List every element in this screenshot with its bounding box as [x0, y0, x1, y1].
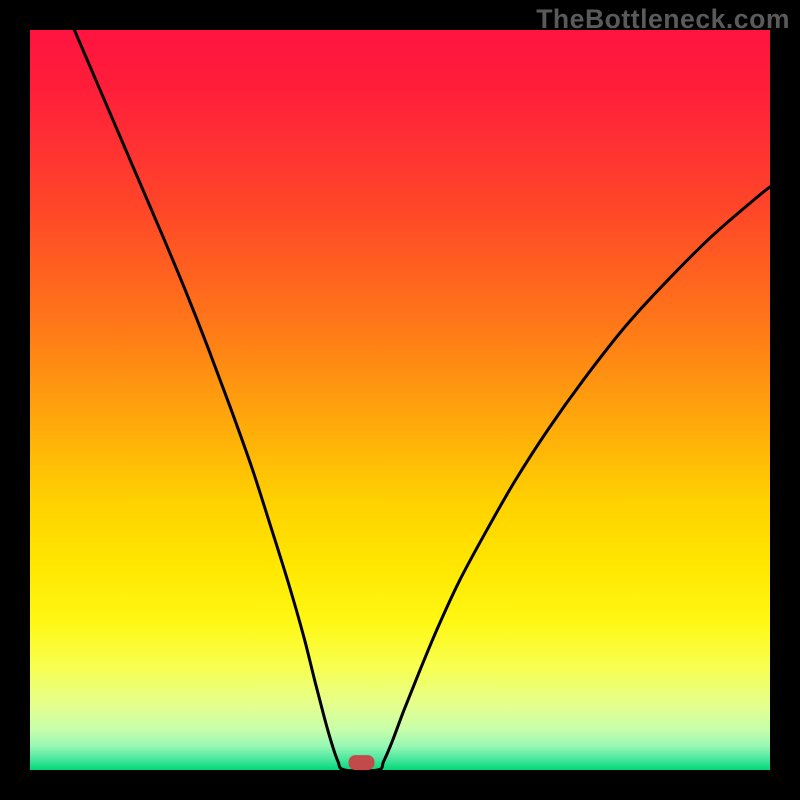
- gradient-background: [30, 30, 770, 770]
- chart-svg: [0, 0, 800, 800]
- watermark-text: TheBottleneck.com: [536, 4, 790, 35]
- optimal-point-marker: [349, 755, 375, 770]
- chart-stage: TheBottleneck.com: [0, 0, 800, 800]
